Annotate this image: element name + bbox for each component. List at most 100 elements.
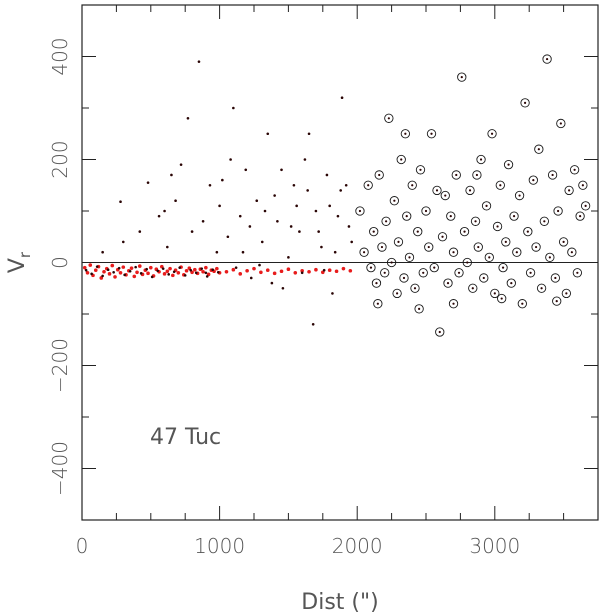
data-point-dark — [211, 268, 215, 272]
data-point-dark — [270, 281, 274, 285]
data-point-dark — [295, 204, 298, 208]
data-point-red — [314, 267, 318, 272]
data-point-dark — [194, 271, 198, 275]
data-point-circled — [512, 247, 522, 257]
data-point-dark — [172, 270, 176, 274]
data-point-dark — [186, 117, 190, 120]
data-point-red — [265, 268, 270, 273]
data-point-red — [85, 271, 90, 275]
data-point-red — [93, 268, 98, 273]
data-point-dark — [336, 214, 340, 218]
data-point-circled — [481, 201, 492, 211]
data-point-circled — [550, 273, 560, 283]
y-tick-label: −200 — [48, 338, 72, 393]
data-point-circled — [374, 170, 384, 180]
data-point-dark — [218, 204, 221, 208]
data-point-dark — [333, 250, 337, 254]
data-point-circled — [399, 273, 409, 283]
data-point-circled — [454, 268, 464, 278]
data-point-dark — [307, 132, 311, 136]
data-point-circled — [561, 288, 572, 299]
data-point-circled — [410, 283, 420, 293]
data-point-dark — [331, 292, 334, 295]
data-point-circled — [415, 165, 426, 175]
data-point-circled — [498, 262, 508, 273]
data-point-circled — [435, 327, 445, 337]
data-point-circled — [470, 216, 481, 226]
data-point-dark — [106, 268, 110, 272]
data-point-red — [110, 263, 115, 268]
data-point-dark — [317, 230, 320, 233]
data-point-circled — [525, 268, 536, 278]
data-point-circled — [446, 211, 456, 221]
data-point-circled — [542, 54, 552, 64]
data-point-dark — [101, 250, 104, 254]
data-point-circled — [558, 237, 569, 247]
data-point-red — [176, 271, 181, 275]
x-tick-label: 2000 — [332, 534, 383, 558]
data-point-red — [252, 266, 256, 271]
data-point-dark — [167, 273, 170, 276]
data-point-dark — [232, 106, 235, 110]
data-point-dark — [344, 183, 348, 187]
data-point-circled — [484, 252, 494, 263]
data-point-circled — [414, 304, 424, 314]
data-point-circled — [495, 180, 505, 190]
data-point-dark — [139, 272, 143, 275]
data-point-dark — [281, 286, 285, 290]
data-point-red — [327, 268, 332, 273]
data-point-dark — [204, 271, 208, 275]
data-point-circled — [407, 180, 417, 190]
data-point-dark — [208, 183, 212, 187]
data-point-circled — [366, 262, 376, 273]
data-point-dark — [322, 268, 326, 272]
data-point-dark — [298, 230, 301, 233]
data-point-circled — [457, 72, 467, 82]
data-points — [82, 54, 591, 337]
data-point-dark — [244, 168, 248, 172]
data-point-circled — [380, 268, 390, 278]
data-point-circled — [384, 113, 394, 123]
data-point-dark — [150, 275, 154, 279]
data-point-circled — [503, 159, 514, 170]
data-point-red — [245, 268, 249, 273]
data-point-red — [224, 269, 229, 274]
data-point-red — [215, 266, 219, 271]
data-point-dark — [303, 158, 307, 161]
data-point-red — [201, 269, 205, 274]
data-point-dark — [249, 276, 253, 280]
data-point-circled — [487, 129, 497, 139]
data-point-circled — [451, 170, 461, 180]
data-point-dark — [201, 220, 205, 223]
data-point-circled — [476, 154, 486, 165]
data-point-circled — [377, 242, 387, 252]
data-point-dark — [121, 240, 125, 244]
data-point-red — [231, 267, 236, 272]
data-point-dark — [156, 269, 159, 273]
y-tick-label: 400 — [48, 37, 72, 75]
data-point-circled — [468, 283, 478, 293]
data-point-dark — [205, 275, 209, 278]
data-point-dark — [161, 267, 165, 270]
data-point-dark — [221, 178, 224, 182]
data-point-circled — [520, 98, 530, 108]
data-point-dark — [119, 200, 122, 204]
data-point-circled — [440, 190, 450, 201]
data-point-red — [118, 271, 123, 275]
data-point-dark — [328, 204, 331, 208]
data-point-dark — [347, 225, 351, 228]
svg-text:Vr: Vr — [5, 251, 34, 273]
data-point-circled — [473, 242, 483, 252]
data-point-dark — [350, 240, 353, 244]
data-point-dark — [255, 199, 259, 202]
data-point-circled — [539, 216, 549, 226]
data-point-circled — [567, 247, 577, 257]
data-point-circled — [443, 278, 453, 288]
data-point-dark — [273, 194, 276, 197]
data-point-circled — [465, 185, 475, 196]
data-point-circled — [371, 278, 382, 288]
data-point-circled — [437, 232, 448, 242]
data-point-red — [286, 267, 291, 271]
data-point-circled — [355, 206, 365, 216]
data-point-circled — [459, 226, 470, 237]
